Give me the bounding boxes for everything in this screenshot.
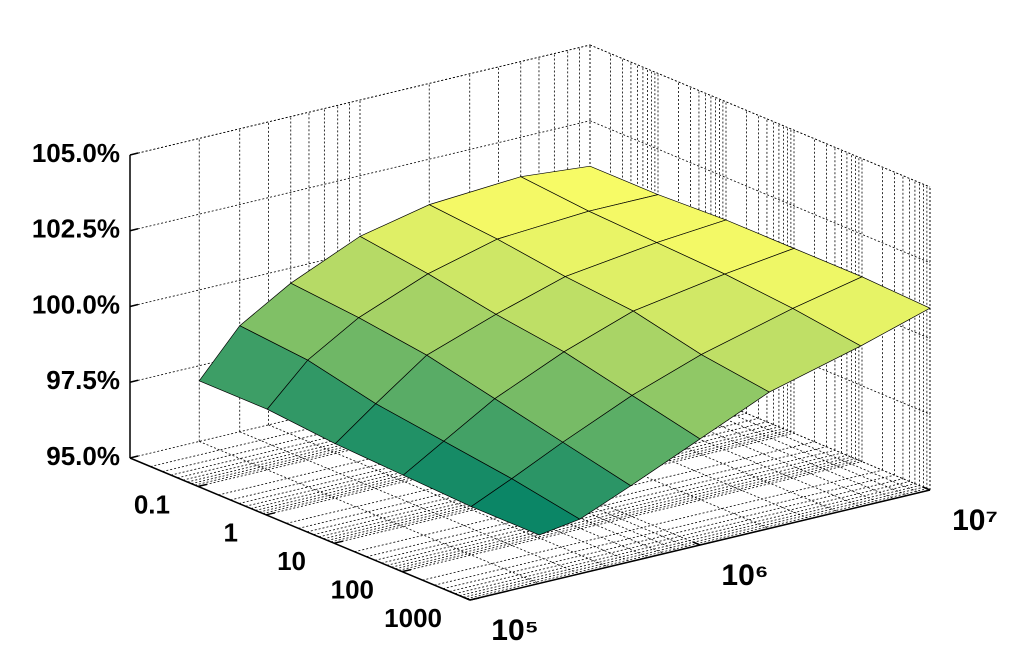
- y-tick-label: 1: [224, 518, 238, 548]
- y-tick-label: 0.1: [134, 489, 170, 519]
- grid-line: [401, 461, 863, 572]
- y-tick-label: 1000: [384, 603, 442, 633]
- z-tick-label: 105.0%: [32, 138, 120, 168]
- z-tick: [129, 303, 139, 308]
- y-tick: [197, 483, 208, 488]
- y-tick: [469, 597, 480, 601]
- minor-grid-line: [442, 478, 904, 590]
- axis-line: [129, 457, 471, 601]
- y-tick-label: 10: [277, 546, 306, 576]
- x-tick: [922, 486, 931, 491]
- z-tick-label: 97.5%: [46, 365, 120, 395]
- minor-grid-line: [398, 459, 859, 571]
- x-tick: [462, 596, 471, 601]
- minor-grid-line: [386, 454, 848, 566]
- surface-patch: [470, 478, 581, 536]
- y-tick: [333, 540, 344, 544]
- box-edge: [589, 44, 931, 188]
- y-tick: [265, 512, 276, 516]
- minor-grid-line: [199, 441, 540, 584]
- z-tick: [129, 152, 139, 156]
- z-tick: [129, 455, 139, 459]
- x-tick: [692, 541, 701, 546]
- y-tick-label: 100: [331, 574, 374, 604]
- z-tick: [129, 228, 139, 232]
- minor-grid-line: [395, 458, 856, 570]
- z-tick: [129, 379, 139, 383]
- minor-grid-line: [391, 456, 852, 568]
- y-tick: [401, 568, 412, 573]
- x-tick-label: 10⁷: [952, 504, 998, 537]
- grid-line: [129, 120, 591, 232]
- minor-grid-line: [239, 431, 580, 575]
- x-tick-label: 10⁵: [491, 614, 538, 647]
- z-tick-label: 102.5%: [32, 214, 120, 244]
- minor-grid-line: [268, 424, 609, 568]
- grid-line: [589, 120, 931, 264]
- z-tick-label: 95.0%: [46, 441, 120, 471]
- minor-grid-line: [449, 481, 910, 592]
- box-edge: [129, 44, 591, 156]
- z-tick-label: 100.0%: [32, 289, 120, 319]
- x-tick-label: 10⁶: [721, 559, 768, 592]
